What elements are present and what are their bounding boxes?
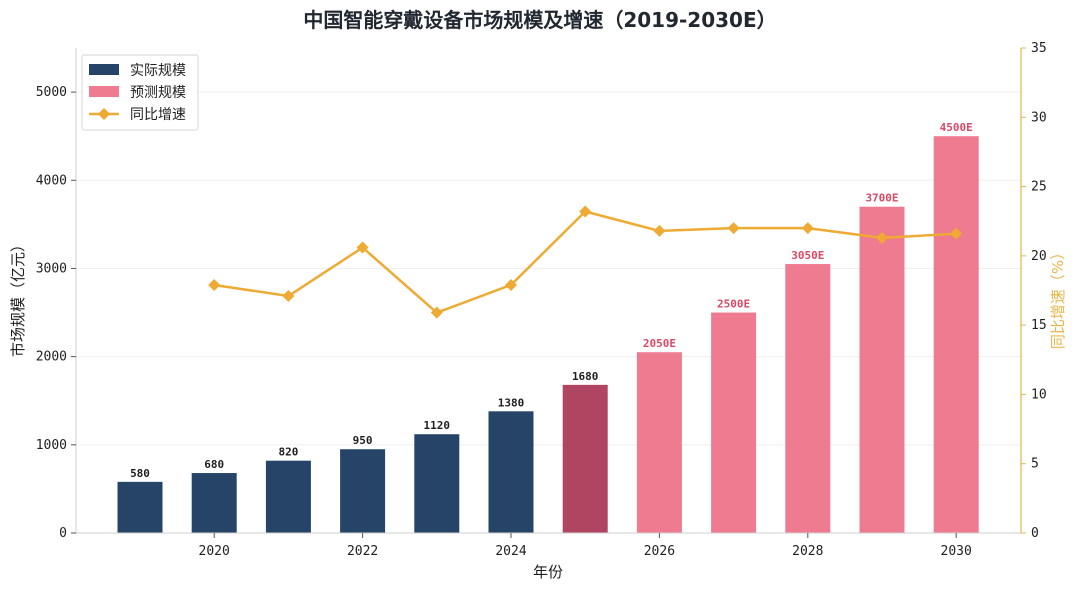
x-tick-label: 2020 [199,544,230,559]
bar-value-label: 580 [130,467,150,480]
growth-point [208,278,221,291]
x-tick-label: 2024 [495,544,526,559]
legend: 实际规模 预测规模 同比增速 [81,54,199,131]
y2-tick-label: 25 [1031,180,1047,195]
growth-line [214,210,957,314]
bar [933,136,979,533]
y-tick-label: 3000 [36,261,67,276]
axes [75,48,1022,534]
y-tick-label: 1000 [36,438,67,453]
bar [785,264,831,533]
bar-value-label: 3700E [865,192,898,205]
bar [636,352,682,533]
legend-label-growth: 同比增速 [130,107,186,123]
x-tick-label: 2030 [941,544,972,559]
x-tick-label: 2022 [347,544,378,559]
bar [414,434,460,533]
x-tick-label: 2026 [644,544,675,559]
bar [488,411,534,533]
y2-tick-labels: 0 5 10 15 20 25 30 35 [1021,41,1047,541]
x-tick-labels: 2020 2022 2024 2026 2028 2030 [199,533,972,559]
growth-point [801,222,814,235]
bar [562,384,608,533]
bar-value-label: 4500E [940,121,973,134]
growth-point [505,278,517,291]
growth-point [727,222,740,235]
bar-value-label: 1380 [498,396,525,409]
bar-value-label: 950 [353,434,373,447]
bar-value-label: 2050E [643,337,676,350]
bar-value-label: 1120 [424,419,451,432]
growth-point [876,231,888,244]
y-tick-labels: 0 1000 2000 3000 4000 5000 [36,85,76,541]
y2-tick-label: 10 [1031,387,1047,402]
bar-value-label: 3050E [791,249,824,262]
legend-label-actual: 实际规模 [130,63,186,79]
bar-value-label: 1680 [572,370,599,383]
growth-point [950,227,963,240]
bar-value-label: 2500E [717,298,750,311]
bar [859,206,905,533]
legend-swatch-forecast [89,86,119,97]
y2-tick-label: 30 [1031,110,1047,125]
growth-point [356,241,369,254]
y-tick-label: 5000 [36,85,67,100]
y-tick-label: 2000 [36,350,67,365]
bar-value-label: 680 [204,458,224,471]
growth-point [579,205,592,218]
x-axis-label: 年份 [533,563,563,581]
growth-point [653,224,666,237]
bar [117,481,163,533]
growth-point [282,290,295,303]
bar-labels-layer: 580 680 820 950 1120 1380 1680 2050E 2500E 3050E 3… [130,121,973,480]
chart-title: 中国智能穿戴设备市场规模及增速（2019-2030E） [303,8,776,32]
y2-axis-label: 同比增速（%） [1049,245,1067,349]
x-tick-label: 2028 [792,544,823,559]
bar [191,473,237,533]
y2-tick-label: 20 [1031,249,1047,264]
bars-layer [117,136,979,533]
bar [340,449,386,533]
y-tick-label: 4000 [36,173,67,188]
legend-label-forecast: 预测规模 [130,85,186,101]
y-tick-label: 0 [59,526,67,541]
bar [265,460,311,533]
bar-value-label: 820 [278,446,298,459]
growth-point [430,306,443,319]
legend-swatch-actual [89,64,119,75]
legend-marker-growth [98,108,110,120]
y2-tick-label: 5 [1031,457,1039,472]
bar [711,312,757,533]
growth-line-layer [208,205,963,319]
y2-tick-label: 0 [1031,526,1039,541]
y2-tick-label: 35 [1031,41,1047,56]
y-axis-label: 市场规模（亿元） [9,237,27,357]
y2-tick-label: 15 [1031,318,1047,333]
